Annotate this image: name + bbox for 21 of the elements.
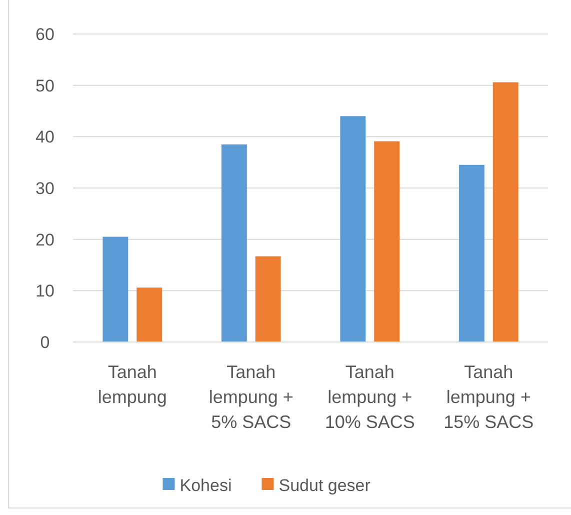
legend-label: Kohesi bbox=[180, 476, 232, 495]
bar bbox=[492, 82, 518, 342]
y-tick-label: 30 bbox=[36, 178, 54, 198]
x-tick-label: Tanah lempung + 5% SACS bbox=[208, 362, 294, 432]
y-tick-label: 0 bbox=[40, 332, 50, 352]
bar bbox=[221, 144, 247, 342]
legend-label: Sudut geser bbox=[278, 476, 371, 495]
x-tick-label: Tanah lempung + 15% SACS bbox=[444, 362, 534, 432]
y-tick-label: 20 bbox=[36, 230, 54, 250]
y-tick-label: 50 bbox=[36, 76, 54, 96]
y-tick-label: 10 bbox=[36, 282, 54, 301]
x-tick-label: Tanah lempung bbox=[98, 362, 167, 407]
x-tick-label: Tanah lempung + 10% SACS bbox=[324, 362, 415, 432]
bar bbox=[374, 141, 400, 342]
y-tick-label: 60 bbox=[36, 24, 54, 44]
bar bbox=[458, 164, 484, 342]
bar bbox=[340, 116, 366, 342]
y-tick-label: 40 bbox=[36, 128, 54, 147]
bar bbox=[255, 256, 281, 342]
bar bbox=[136, 288, 162, 342]
bar bbox=[102, 236, 128, 342]
